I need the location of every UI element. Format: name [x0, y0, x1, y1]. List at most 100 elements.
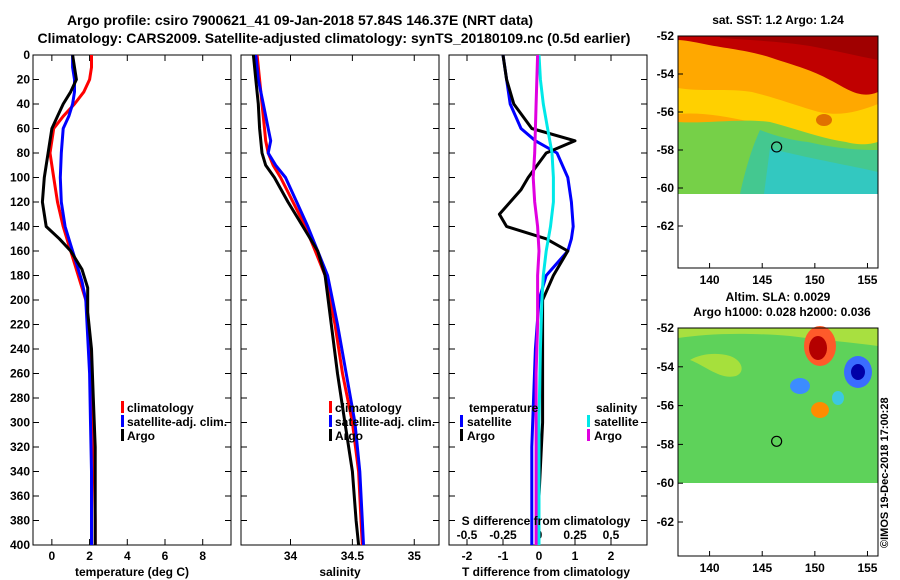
depth-tick-label: 260 [10, 367, 30, 381]
s-diff-tick-label: -0.25 [489, 528, 517, 542]
lat-tick-label: -52 [657, 321, 675, 335]
salinity-axis-label: salinity [319, 565, 361, 579]
legend-temperature-header: temperature [469, 401, 539, 415]
x-tick-label: 35 [408, 549, 422, 563]
difference-panel: -2 -1 0 1 2 -0.5 -0.25 0 0.25 0.5 T difference f… [448, 54, 648, 579]
temperature-legend: climatology satellite-adj. clim. Argo [121, 401, 227, 443]
legend-swatch-climatology [329, 401, 332, 413]
depth-tick-label: 320 [10, 440, 30, 454]
lat-tick-label: -52 [657, 29, 675, 43]
sla-field-base [678, 328, 878, 483]
sst-eddy [816, 114, 832, 126]
legend-swatch-t-satellite [460, 415, 463, 427]
x-tick-label: -1 [498, 549, 509, 563]
depth-tick-label: 0 [23, 48, 30, 62]
lon-tick-label: 140 [700, 561, 720, 575]
depth-tick-label: 400 [10, 538, 30, 552]
temperature-series [40, 54, 97, 545]
legend-t-argo: Argo [467, 429, 495, 443]
series-s-satellite [537, 54, 555, 545]
x-tick-label: 8 [199, 549, 206, 563]
legend-argo: Argo [127, 429, 155, 443]
sst-map-title: sat. SST: 1.2 Argo: 1.24 [712, 13, 844, 27]
legend-swatch-s-satellite [587, 415, 590, 427]
legend-swatch-climatology [121, 401, 124, 413]
lon-tick-label: 150 [805, 273, 825, 287]
legend-salinity-header: salinity [596, 401, 638, 415]
sla-small-negative-eddy [790, 378, 810, 394]
lat-tick-label: -56 [657, 399, 675, 413]
legend-t-satellite: satellite [467, 415, 512, 429]
legend-swatch-s-argo [587, 429, 590, 441]
x-tick-label: 2 [86, 549, 93, 563]
depth-tick-label: 200 [10, 293, 30, 307]
sst-lon-axis: 140 145 150 155 [700, 263, 878, 287]
sst-lat-axis: -52 -54 -56 -58 -60 -62 [657, 29, 683, 233]
sla-lat-axis: -52 -54 -56 -58 -60 -62 [657, 321, 683, 529]
difference-legend-salinity: salinity satellite Argo [587, 401, 639, 443]
sla-map-image [678, 326, 878, 483]
depth-tick-label: 60 [17, 122, 31, 136]
sla-map-title-line1: Altim. SLA: 0.0029 [726, 290, 831, 304]
salinity-axes-frame [240, 54, 440, 546]
sst-coldest-region [764, 148, 878, 194]
sla-positive-eddy-core [809, 336, 827, 360]
sla-argo-position-marker [771, 435, 783, 447]
depth-tick-label: 40 [17, 97, 31, 111]
s-diff-tick-label: -0.5 [457, 528, 478, 542]
sla-cool-spot [832, 391, 844, 405]
depth-tick-label: 120 [10, 195, 30, 209]
sla-map-title-line2: Argo h1000: 0.028 h2000: 0.036 [693, 305, 871, 319]
sla-lon-axis: 140 145 150 155 [700, 551, 878, 575]
x-tick-label: 0 [49, 549, 56, 563]
lat-tick-label: -56 [657, 105, 675, 119]
salinity-depth-ticks [241, 54, 439, 546]
legend-s-satellite: satellite [594, 415, 639, 429]
depth-tick-label: 340 [10, 465, 30, 479]
salinity-series [251, 54, 365, 546]
t-difference-axis-label: T difference from climatology [462, 565, 630, 579]
depth-tick-label: 240 [10, 342, 30, 356]
sst-map-frame [677, 35, 879, 269]
depth-tick-label: 180 [10, 269, 30, 283]
lat-tick-label: -58 [657, 437, 675, 451]
difference-series [497, 54, 577, 545]
sst-argo-position-marker [771, 141, 783, 153]
s-diff-tick-label: 0.25 [563, 528, 587, 542]
series-satellite-adj-clim- [58, 55, 93, 545]
series-satellite-adj-clim- [254, 54, 365, 546]
series-s-argo [531, 54, 541, 545]
lat-tick-label: -60 [657, 476, 675, 490]
legend-swatch-satellite [329, 415, 332, 427]
lat-tick-label: -60 [657, 181, 675, 195]
legend-swatch-argo [121, 429, 124, 441]
legend-swatch-satellite [121, 415, 124, 427]
s-diff-tick-label: 0.5 [603, 528, 620, 542]
depth-tick-label: 140 [10, 220, 30, 234]
depth-tick-label: 100 [10, 171, 30, 185]
sla-map-panel: Altim. SLA: 0.0029 Argo h1000: 0.028 h20… [657, 290, 879, 575]
legend-satellite: satellite-adj. clim. [335, 415, 435, 429]
sst-warmest-region [720, 36, 878, 60]
imos-credit: ©IMOS 19-Dec-2018 17:00:28 [879, 397, 891, 548]
lon-tick-label: 150 [805, 561, 825, 575]
salinity-legend: climatology satellite-adj. clim. Argo [329, 401, 435, 443]
temperature-axis-label: temperature (deg C) [75, 565, 189, 579]
series-t-satellite [501, 54, 575, 545]
sla-small-positive-eddy [811, 402, 829, 418]
difference-legend-temperature: temperature satellite Argo [460, 401, 539, 443]
figure-title-line2: Climatology: CARS2009. Satellite-adjuste… [38, 30, 631, 46]
temperature-panel: 0204060801001201401601802002202402602803… [10, 48, 232, 579]
lat-tick-label: -58 [657, 143, 675, 157]
sla-negative-eddy-core [851, 364, 865, 380]
salinity-x-axis: 34 34.5 35 [284, 55, 421, 563]
depth-tick-label: 360 [10, 489, 30, 503]
legend-climatology: climatology [335, 401, 402, 415]
sla-light-patch [690, 353, 742, 377]
legend-climatology: climatology [127, 401, 194, 415]
x-tick-label: 0 [536, 549, 543, 563]
sst-map-panel: sat. SST: 1.2 Argo: 1.24 -52 -54 -56 -58 -60… [657, 13, 879, 287]
lat-tick-label: -54 [657, 67, 675, 81]
x-tick-label: 34 [284, 549, 298, 563]
